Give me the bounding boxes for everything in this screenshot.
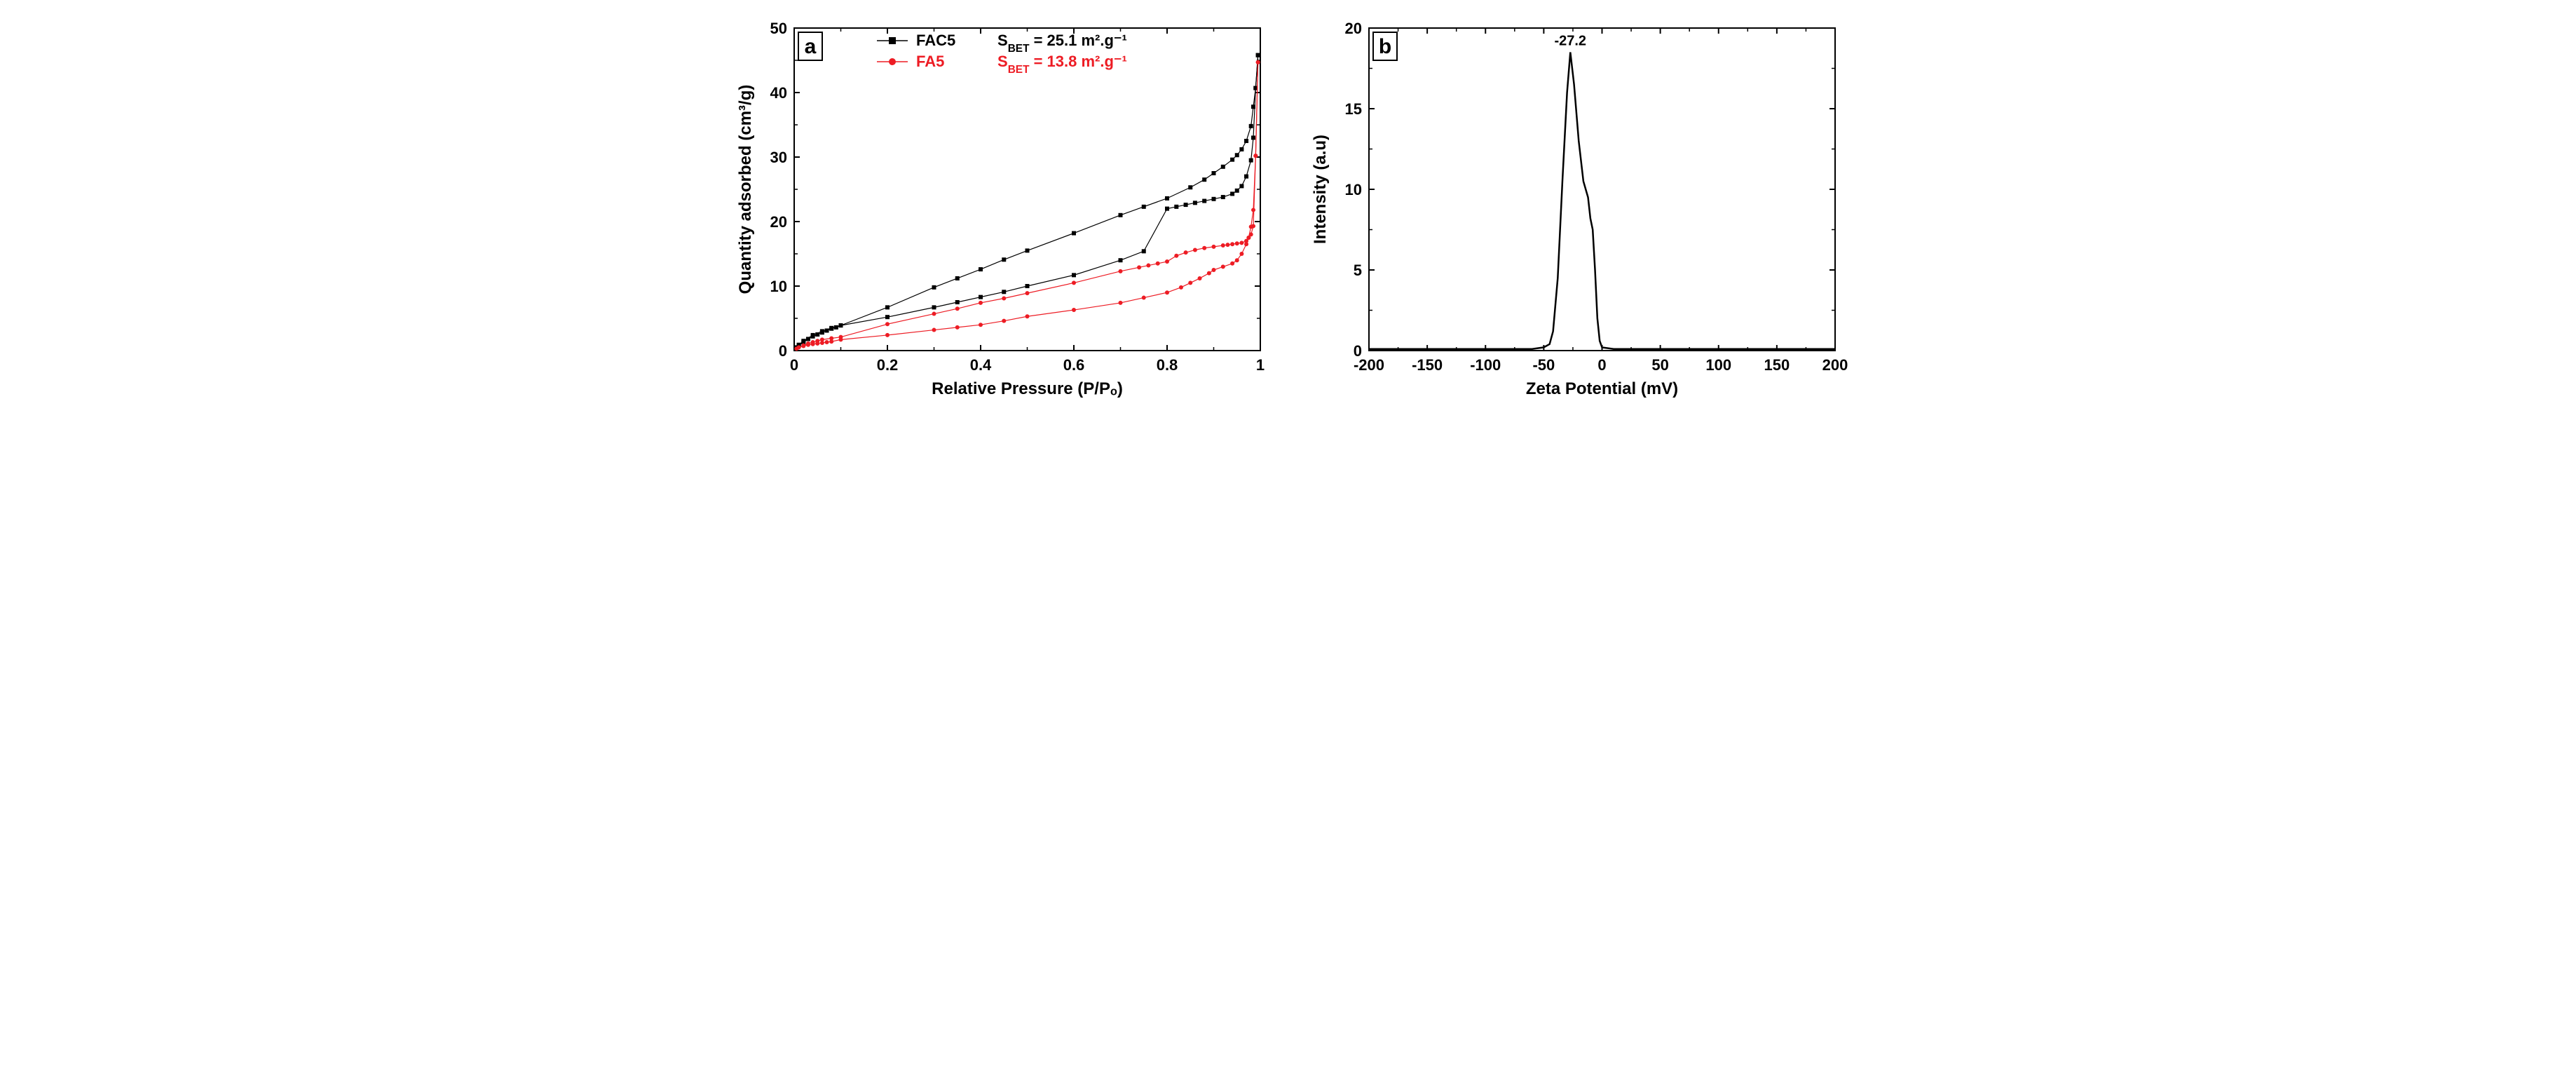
figure-row: 00.20.40.60.8101020304050Relative Pressu… xyxy=(14,14,2562,407)
svg-text:-50: -50 xyxy=(1532,356,1555,374)
panel-a-label: a xyxy=(804,35,816,58)
svg-text:100: 100 xyxy=(1705,356,1731,374)
svg-text:40: 40 xyxy=(770,84,786,102)
svg-text:Zeta Potential (mV): Zeta Potential (mV) xyxy=(1525,379,1677,398)
svg-text:5: 5 xyxy=(1353,262,1361,279)
svg-text:Relative Pressure (P/Pₒ): Relative Pressure (P/Pₒ) xyxy=(932,379,1123,398)
svg-text:0.6: 0.6 xyxy=(1063,356,1084,374)
svg-text:10: 10 xyxy=(1344,181,1361,198)
svg-text:-150: -150 xyxy=(1412,356,1443,374)
svg-text:Intensity (a.u): Intensity (a.u) xyxy=(1311,135,1330,244)
panel-b-label: b xyxy=(1378,35,1391,58)
svg-text:-100: -100 xyxy=(1470,356,1501,374)
svg-text:1: 1 xyxy=(1255,356,1264,374)
svg-text:10: 10 xyxy=(770,278,786,295)
chart-a-svg: 00.20.40.60.8101020304050Relative Pressu… xyxy=(728,14,1274,407)
svg-text:0.4: 0.4 xyxy=(969,356,991,374)
svg-text:0.2: 0.2 xyxy=(876,356,898,374)
panel-b: -200-150-100-5005010015020005101520Zeta … xyxy=(1302,14,1849,407)
svg-text:0: 0 xyxy=(778,342,786,360)
svg-text:FAC5: FAC5 xyxy=(916,32,955,49)
svg-text:200: 200 xyxy=(1822,356,1848,374)
svg-text:150: 150 xyxy=(1764,356,1790,374)
svg-text:30: 30 xyxy=(770,149,786,166)
svg-text:0: 0 xyxy=(789,356,798,374)
svg-text:15: 15 xyxy=(1344,100,1361,118)
svg-text:0.8: 0.8 xyxy=(1156,356,1178,374)
svg-text:Quantity adsorbed (cm³/g): Quantity adsorbed (cm³/g) xyxy=(736,85,755,294)
peak-label: -27.2 xyxy=(1554,34,1586,49)
svg-text:20: 20 xyxy=(1344,20,1361,37)
svg-text:FA5: FA5 xyxy=(916,53,944,70)
svg-text:50: 50 xyxy=(770,20,786,37)
svg-text:0: 0 xyxy=(1597,356,1606,374)
svg-text:50: 50 xyxy=(1651,356,1668,374)
chart-b-svg: -200-150-100-5005010015020005101520Zeta … xyxy=(1302,14,1849,407)
panel-a: 00.20.40.60.8101020304050Relative Pressu… xyxy=(728,14,1274,407)
svg-text:0: 0 xyxy=(1353,342,1361,360)
svg-text:20: 20 xyxy=(770,213,786,231)
